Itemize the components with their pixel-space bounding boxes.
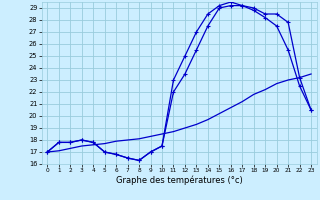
X-axis label: Graphe des températures (°c): Graphe des températures (°c): [116, 176, 243, 185]
